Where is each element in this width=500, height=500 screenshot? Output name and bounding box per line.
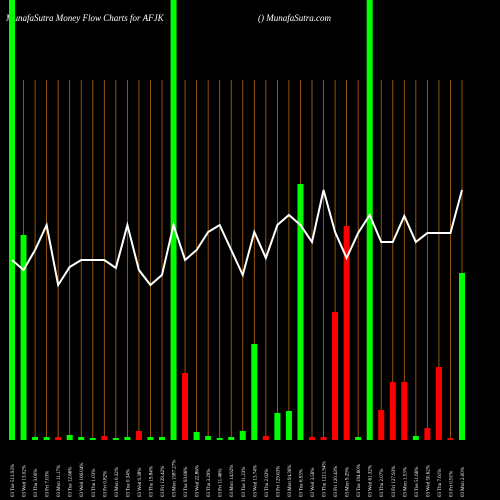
bar — [401, 382, 408, 440]
x-tick-label: 03 Thu 19.84% — [149, 466, 154, 497]
x-tick-label: 03 Fri 120.43% — [334, 466, 339, 497]
bar — [170, 0, 177, 440]
x-tick-label: 03 Wed 3.56% — [311, 468, 316, 497]
bar — [343, 226, 350, 440]
bar — [285, 411, 292, 440]
x-tick-label: 03 Thu 1.03% — [92, 469, 97, 497]
x-tick-label: 03 Mon 14.92% — [230, 465, 235, 497]
bar — [55, 437, 62, 440]
x-tick-label: 03 Tue 0.34% — [126, 469, 131, 497]
bar — [216, 438, 223, 440]
x-tick-label: 03 Tue 6.93% — [299, 469, 304, 497]
x-tick-label: 03 Fri 0.82% — [103, 471, 108, 497]
x-tick-label: 03 Wed 50.62% — [426, 465, 431, 497]
x-tick-label: 03 Wed 61.32% — [369, 465, 374, 497]
x-tick-label: 03 Wed 13.02% — [23, 465, 28, 497]
x-tick-label: 03 Fri 129.42% — [161, 466, 166, 497]
bar — [124, 437, 131, 440]
x-tick-label: 03 Mon 2.00% — [461, 467, 466, 497]
x-tick-label: 03 Tue 93.66% — [184, 467, 189, 497]
bar — [66, 435, 73, 440]
bar — [147, 437, 154, 440]
bar — [9, 0, 15, 440]
x-tick-label: 03 Tue 513.93% — [11, 464, 16, 497]
x-tick-label: 03 Fri 129.63% — [276, 466, 281, 497]
bar — [89, 438, 96, 440]
bar — [309, 437, 315, 440]
bar — [112, 438, 119, 440]
x-tick-label: 03 Tue 31.23% — [242, 467, 247, 497]
bar — [297, 184, 304, 440]
x-tick-label: 03 Wed 106.04% — [80, 463, 85, 497]
x-tick-label: 03 Mon 0.32% — [115, 467, 120, 497]
bar — [43, 437, 50, 440]
x-tick-label: 03 Mon 1587.27% — [173, 460, 178, 497]
bar — [447, 438, 454, 440]
bar — [435, 367, 442, 440]
bar — [412, 436, 419, 440]
x-tick-label: 03 Tue 12.66% — [69, 467, 74, 497]
x-tick-label: 03 Mon 1.53% — [403, 467, 408, 497]
x-tick-label: 03 Wed 9.38% — [138, 468, 143, 497]
bar — [262, 436, 269, 440]
bar — [101, 436, 108, 440]
price-line — [11, 189, 463, 288]
x-tick-label: 03 Tue 51.66% — [415, 467, 420, 497]
bar — [378, 410, 385, 440]
x-tick-label: 03 Fri 127.93% — [392, 466, 397, 497]
x-tick-label: 03 Mon 11.17% — [57, 465, 62, 497]
bar — [32, 437, 39, 440]
bar — [389, 382, 396, 440]
bar — [193, 432, 200, 440]
bar — [159, 437, 165, 440]
bar — [459, 273, 465, 440]
bar — [228, 437, 235, 440]
x-tick-label: 03 Fri 11.46% — [219, 468, 224, 497]
x-tick-label: 03 Wed 13.74% — [253, 465, 258, 497]
x-tick-label: 03 Mon 94.36% — [288, 465, 293, 497]
bar — [135, 431, 142, 440]
x-tick-label: 03 Thu 1211.94% — [323, 461, 328, 497]
x-tick-label: 03 Mon 9.29% — [346, 467, 351, 497]
x-tick-label: 03 Fri 7.03% — [46, 471, 51, 497]
x-tick-label: 03 Tue 194.60% — [357, 464, 362, 497]
x-tick-label: 03 Wed 22.86% — [196, 465, 201, 497]
x-tick-label: 03 Thu 7.61% — [438, 469, 443, 497]
x-tick-label: 03 Thu 2.63% — [265, 469, 270, 497]
bar — [78, 437, 85, 440]
bar — [355, 437, 362, 440]
bar — [274, 413, 281, 440]
bar — [332, 312, 339, 440]
bar — [251, 344, 258, 440]
chart-title: MunafaSutra Money Flow Charts for AFJK — [5, 13, 165, 23]
bar — [366, 0, 373, 440]
bar — [182, 373, 189, 440]
bar — [239, 431, 246, 440]
chart-subtitle: () MunafaSutra.com — [258, 13, 331, 23]
bar — [424, 428, 431, 440]
x-tick-label: 03 Thu 3.29% — [207, 469, 212, 497]
bar — [205, 436, 212, 440]
bar — [320, 437, 327, 440]
x-tick-label: 03 Thu 2.07% — [380, 469, 385, 497]
bar — [20, 235, 27, 440]
x-tick-label: 03 Thu 3.00% — [34, 469, 39, 497]
x-tick-label: 03 Fri 0.91% — [449, 471, 454, 497]
